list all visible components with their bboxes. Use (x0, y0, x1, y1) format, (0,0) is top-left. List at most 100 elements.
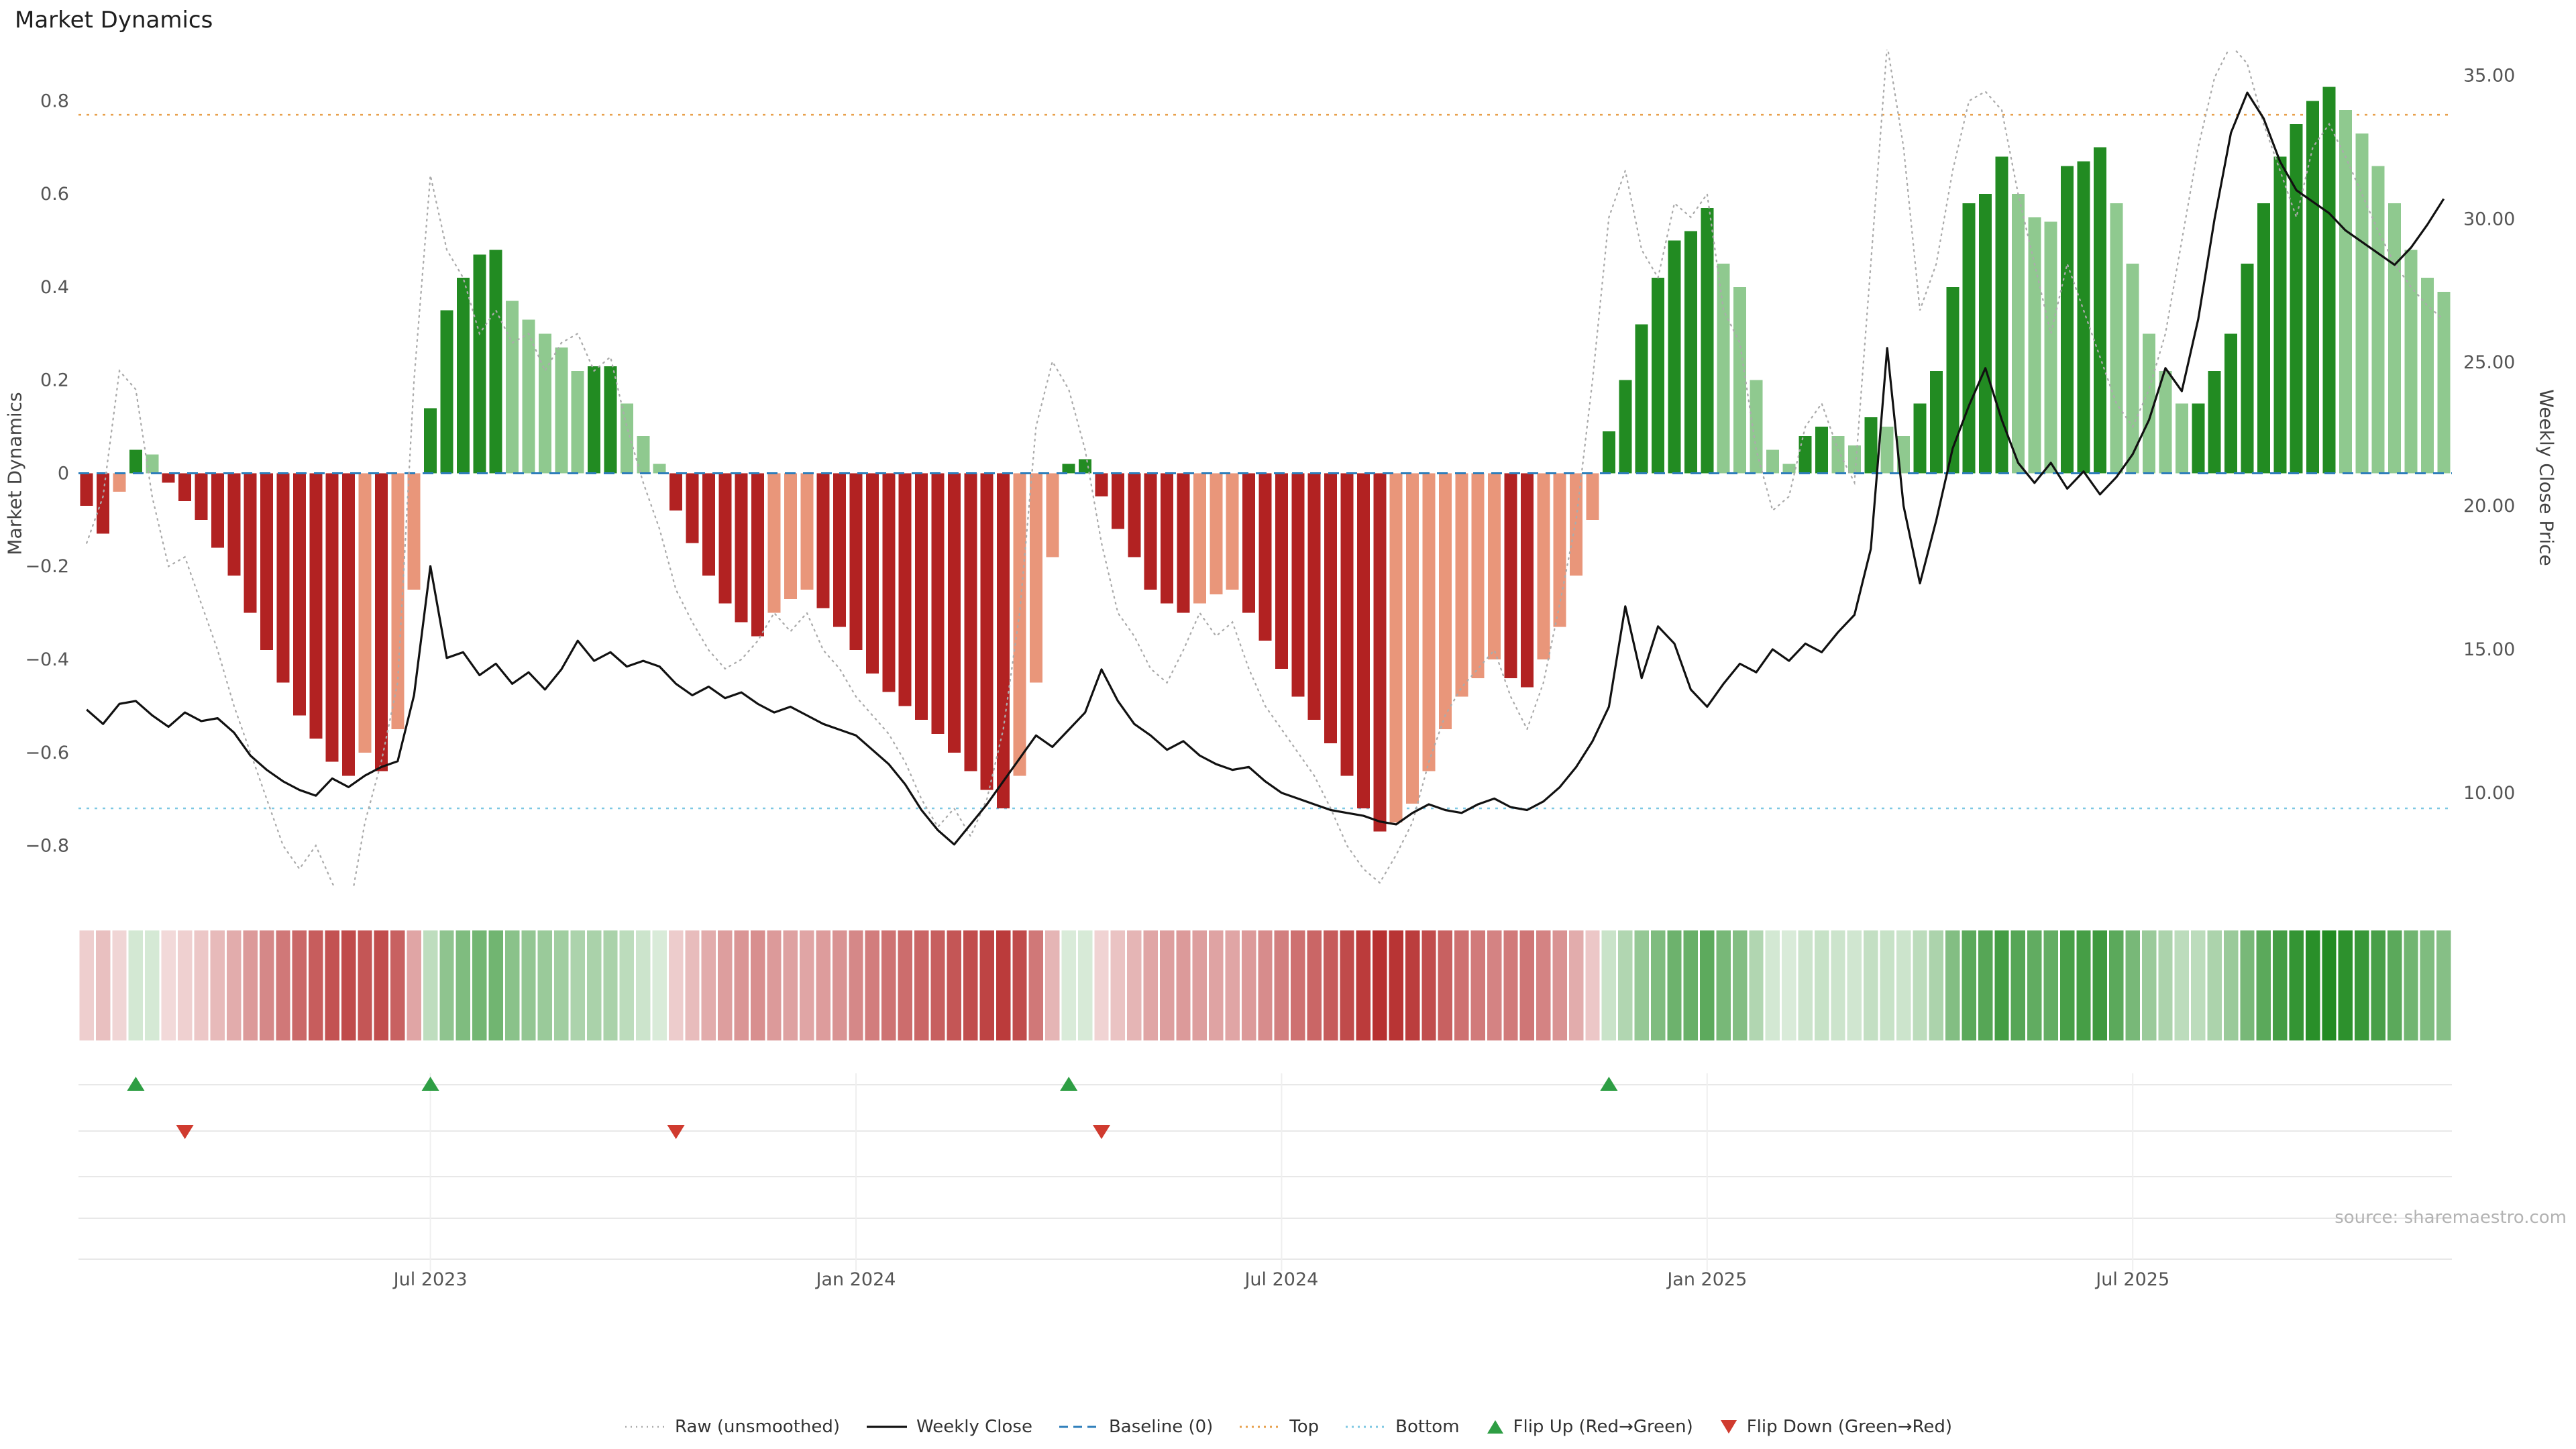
heat-cell (701, 930, 716, 1040)
heat-cell (358, 930, 372, 1040)
dynamics-bar (1488, 473, 1501, 659)
heat-cell (930, 930, 945, 1040)
dynamics-bar (980, 473, 994, 790)
raw-line (86, 50, 2445, 888)
dynamics-bar (113, 473, 126, 492)
heat-cell (1127, 930, 1142, 1040)
dynamics-bar (1799, 435, 1812, 474)
dynamics-bar (1128, 473, 1141, 557)
legend-label: Bottom (1395, 1417, 1460, 1437)
heat-cell (1307, 930, 1322, 1040)
legend-line-swatch (867, 1426, 908, 1428)
dynamics-bar (1652, 278, 1665, 474)
dynamics-bar (2143, 333, 2156, 474)
heat-cell (1552, 930, 1567, 1040)
heat-cell (1716, 930, 1731, 1040)
heat-cell (2158, 930, 2173, 1040)
dynamics-bar (1389, 473, 1403, 822)
heat-cell (685, 930, 700, 1040)
heat-cell (1405, 930, 1420, 1040)
flip-up-marker (1600, 1077, 1618, 1091)
dynamics-bar (2126, 264, 2139, 474)
heat-cell (2436, 930, 2451, 1040)
dynamics-bar (1520, 473, 1534, 688)
legend-label: Weekly Close (916, 1417, 1032, 1437)
heat-cell (227, 930, 241, 1040)
heat-cell (586, 930, 602, 1040)
heat-cell (292, 930, 307, 1040)
heat-cell (2207, 930, 2222, 1040)
heat-cell (1880, 930, 1894, 1040)
source-credit: source: sharemaestro.com (2334, 1208, 2567, 1228)
heat-cell (1291, 930, 1305, 1040)
dynamics-bar (1258, 473, 1272, 641)
dynamics-bar (522, 319, 535, 474)
dynamics-bar (146, 454, 159, 474)
dynamics-bar (620, 403, 633, 474)
dynamics-bar (604, 366, 617, 474)
heat-cell (276, 930, 290, 1040)
heat-cell (1929, 930, 1944, 1040)
heat-cell (1568, 930, 1584, 1040)
dynamics-bar (1079, 459, 1092, 474)
heat-cell (2256, 930, 2271, 1040)
dynamics-bar (833, 473, 847, 627)
right-tick-label: 25.00 (2463, 352, 2515, 373)
heat-cell (1323, 930, 1338, 1040)
dynamics-bar (1046, 473, 1059, 557)
heat-cell (1192, 930, 1208, 1040)
dynamics-bar (1553, 473, 1566, 627)
heat-cell (1896, 930, 1911, 1040)
heat-cell (423, 930, 438, 1040)
dynamics-bar (800, 473, 814, 590)
legend-item-flip-down: Flip Down (Green→Red) (1719, 1417, 1952, 1437)
heat-cell (1470, 930, 1485, 1040)
dynamics-bar (342, 473, 356, 776)
dynamics-bar (2175, 403, 2188, 474)
dynamics-bar (637, 435, 650, 474)
heat-cell (177, 930, 193, 1040)
heat-cell (1667, 930, 1682, 1040)
dynamics-bar (1210, 473, 1223, 594)
heat-cell (407, 930, 421, 1040)
legend-item-flip-up: Flip Up (Red→Green) (1485, 1417, 1693, 1437)
heat-cell (374, 930, 389, 1040)
heat-cell (2387, 930, 2402, 1040)
dynamics-bar (2290, 124, 2303, 474)
dynamics-bar (1226, 473, 1239, 590)
heat-cell (800, 930, 814, 1040)
dynamics-bar (1913, 403, 1927, 474)
heat-cell (488, 930, 503, 1040)
dynamics-bar (1750, 380, 1763, 474)
dynamics-bar (1177, 473, 1190, 613)
dynamics-bar (784, 473, 797, 599)
legend-label: Top (1289, 1417, 1320, 1437)
heat-cell (2059, 930, 2075, 1040)
heat-cell (243, 930, 258, 1040)
weekly-close-line (86, 91, 2445, 846)
legend-item-top: Top (1238, 1417, 1319, 1437)
dynamics-bar (2355, 133, 2369, 474)
dynamics-bar (2371, 166, 2385, 474)
heat-cell (2125, 930, 2140, 1040)
dynamics-bar (1962, 203, 1976, 474)
heat-cell (259, 930, 274, 1040)
dynamics-bar (555, 347, 568, 474)
heat-cell (161, 930, 176, 1040)
dynamics-bar (1291, 473, 1305, 697)
dynamics-bar (669, 473, 683, 511)
heat-cell (1061, 930, 1076, 1040)
dynamics-bar (1504, 473, 1517, 678)
dynamics-bar (2339, 110, 2352, 474)
heat-cell (1814, 930, 1829, 1040)
heat-cell (1650, 930, 1666, 1040)
dynamics-bar (915, 473, 928, 720)
heat-cell (537, 930, 553, 1040)
dynamics-bar (571, 370, 584, 474)
flip-down-marker (176, 1125, 194, 1139)
dynamics-bar (1717, 264, 1730, 474)
heat-cell (2010, 930, 2026, 1040)
heat-cell (1110, 930, 1126, 1040)
dynamics-bar (211, 473, 224, 548)
heat-cell (2076, 930, 2091, 1040)
